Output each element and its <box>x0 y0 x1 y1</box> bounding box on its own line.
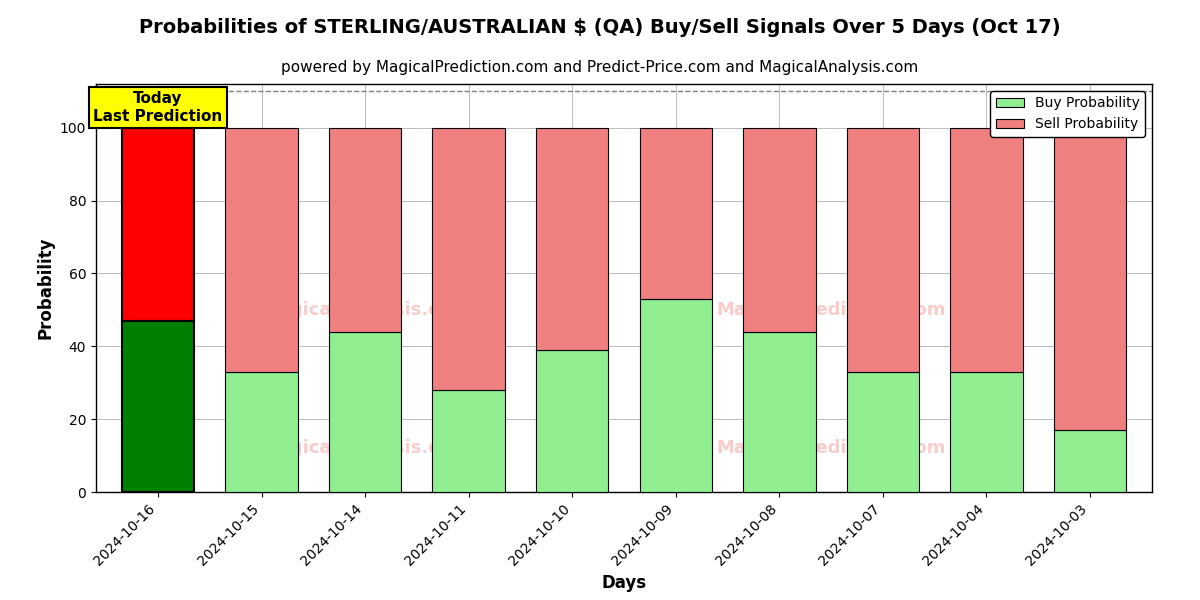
Bar <box>640 128 712 299</box>
Legend: Buy Probability, Sell Probability: Buy Probability, Sell Probability <box>990 91 1145 137</box>
Text: Probabilities of STERLING/AUSTRALIAN $ (QA) Buy/Sell Signals Over 5 Days (Oct 17: Probabilities of STERLING/AUSTRALIAN $ (… <box>139 18 1061 37</box>
Bar <box>536 128 608 350</box>
Bar <box>743 332 816 492</box>
Bar <box>536 350 608 492</box>
Text: MagicalPrediction.com: MagicalPrediction.com <box>716 301 946 319</box>
X-axis label: Days: Days <box>601 574 647 592</box>
Bar <box>743 128 816 332</box>
Bar <box>846 128 919 372</box>
Bar <box>640 299 712 492</box>
Bar <box>226 372 298 492</box>
Bar <box>950 128 1022 372</box>
Y-axis label: Probability: Probability <box>36 237 54 339</box>
Text: MagicalAnalysis.com: MagicalAnalysis.com <box>260 301 470 319</box>
Bar <box>122 321 194 492</box>
Bar <box>122 128 194 321</box>
Text: MagicalAnalysis.com: MagicalAnalysis.com <box>260 439 470 457</box>
Bar <box>846 372 919 492</box>
Bar <box>329 128 402 332</box>
Text: powered by MagicalPrediction.com and Predict-Price.com and MagicalAnalysis.com: powered by MagicalPrediction.com and Pre… <box>281 60 919 75</box>
Bar <box>329 332 402 492</box>
Bar <box>432 128 505 390</box>
Bar <box>226 128 298 372</box>
Bar <box>1054 128 1126 430</box>
Bar <box>1054 430 1126 492</box>
Text: Today
Last Prediction: Today Last Prediction <box>94 91 223 124</box>
Text: MagicalPrediction.com: MagicalPrediction.com <box>716 439 946 457</box>
Bar <box>432 390 505 492</box>
Bar <box>950 372 1022 492</box>
